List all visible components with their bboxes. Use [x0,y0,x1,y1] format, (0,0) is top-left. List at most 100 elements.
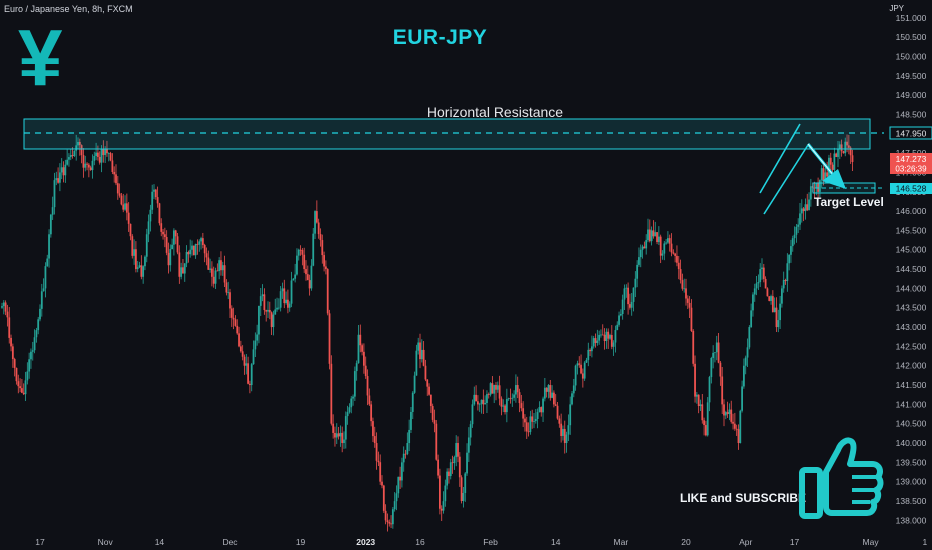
candle-bullish[interactable] [357,324,360,364]
candle-bullish[interactable] [2,300,5,315]
candle-bullish[interactable] [699,399,702,411]
candle-bullish[interactable] [551,385,553,399]
candle-bearish[interactable] [97,145,99,161]
candle-bullish[interactable] [406,432,409,456]
rising-channel-upper[interactable] [759,123,801,194]
candle-bearish[interactable] [120,193,123,206]
candle-bullish[interactable] [505,388,508,423]
candle-bullish[interactable] [279,286,282,312]
candle-bearish[interactable] [113,166,116,183]
candle-bullish[interactable] [632,287,635,312]
candle-bullish[interactable] [267,301,269,319]
candle-bearish[interactable] [306,265,309,281]
candle-bearish[interactable] [236,319,239,335]
candle-bearish[interactable] [361,343,363,356]
candle-bearish[interactable] [692,329,695,367]
candle-bullish[interactable] [218,257,221,280]
candle-bearish[interactable] [525,416,528,439]
candle-bullish[interactable] [69,149,72,161]
candle-bearish[interactable] [116,176,119,200]
candle-bullish[interactable] [415,344,418,376]
candle-bullish[interactable] [791,235,794,252]
candle-bearish[interactable] [368,388,371,406]
candle-bearish[interactable] [766,287,769,297]
candle-bullish[interactable] [657,226,660,246]
candle-bearish[interactable] [373,426,376,448]
candle-bearish[interactable] [495,382,497,401]
candle-bullish[interactable] [634,271,637,298]
candle-bullish[interactable] [312,227,315,267]
candle-bullish[interactable] [194,243,197,259]
candle-bullish[interactable] [808,192,810,211]
candle-bearish[interactable] [182,259,184,274]
candle-bullish[interactable] [663,241,666,261]
candle-bullish[interactable] [515,374,517,403]
candle-bearish[interactable] [165,230,168,256]
candle-bullish[interactable] [473,386,476,406]
candle-bearish[interactable] [379,454,382,485]
candle-bullish[interactable] [799,203,801,231]
candle-bearish[interactable] [723,399,725,427]
candle-bearish[interactable] [268,301,271,320]
candle-bearish[interactable] [341,426,344,453]
candle-bullish[interactable] [809,178,812,207]
candle-bearish[interactable] [764,276,767,289]
candle-bullish[interactable] [151,184,154,215]
candle-bullish[interactable] [288,301,291,312]
candle-bearish[interactable] [730,400,733,424]
candle-bearish[interactable] [118,183,121,198]
candle-bearish[interactable] [232,307,235,330]
candle-bearish[interactable] [243,354,246,375]
candle-bullish[interactable] [770,294,772,305]
candle-bullish[interactable] [639,244,642,268]
candle-bearish[interactable] [433,409,436,433]
candle-bearish[interactable] [330,355,333,426]
candle-bearish[interactable] [13,357,16,377]
candle-bearish[interactable] [726,401,729,418]
candle-bullish[interactable] [739,409,742,444]
candle-bearish[interactable] [688,296,691,319]
candle-bullish[interactable] [46,254,49,267]
candle-bearish[interactable] [518,388,521,413]
candle-bullish[interactable] [587,342,590,367]
candle-bullish[interactable] [261,284,264,302]
candle-bullish[interactable] [346,405,349,425]
candle-bullish[interactable] [793,226,796,245]
candle-bearish[interactable] [690,299,693,332]
candle-bearish[interactable] [287,289,289,314]
candle-bearish[interactable] [325,260,327,275]
candle-bearish[interactable] [125,193,128,221]
candle-bullish[interactable] [214,267,217,290]
candle-bullish[interactable] [55,171,58,186]
candle-bearish[interactable] [629,293,631,310]
candle-bullish[interactable] [636,260,639,288]
candle-bearish[interactable] [522,401,525,428]
candle-bearish[interactable] [10,334,12,352]
candle-bullish[interactable] [757,274,760,290]
candle-bullish[interactable] [453,455,456,470]
candle-bullish[interactable] [391,507,394,529]
candle-bearish[interactable] [549,379,552,401]
candle-bullish[interactable] [612,340,615,356]
candle-bullish[interactable] [64,159,67,183]
candle-bullish[interactable] [402,446,405,472]
candle-bearish[interactable] [265,309,268,322]
candle-bearish[interactable] [370,400,373,427]
candle-bearish[interactable] [554,394,557,407]
candle-bearish[interactable] [487,392,490,399]
candle-bullish[interactable] [395,485,398,511]
candle-bullish[interactable] [665,238,667,245]
candle-bullish[interactable] [297,248,300,261]
candle-bullish[interactable] [59,163,61,192]
candle-bearish[interactable] [220,251,222,276]
candle-bearish[interactable] [6,304,9,327]
candle-bullish[interactable] [710,356,713,384]
candle-bullish[interactable] [819,179,821,198]
candle-bearish[interactable] [527,422,530,437]
candle-bearish[interactable] [82,148,85,178]
candle-bearish[interactable] [399,466,401,490]
time-axis[interactable]: 17 Nov 14 Dec 19 2023 16 Feb 14 Mar 20 Apr 17 May 1 [35,537,927,547]
candle-bullish[interactable] [538,401,541,413]
candle-bullish[interactable] [413,371,416,394]
candle-bearish[interactable] [201,232,204,249]
